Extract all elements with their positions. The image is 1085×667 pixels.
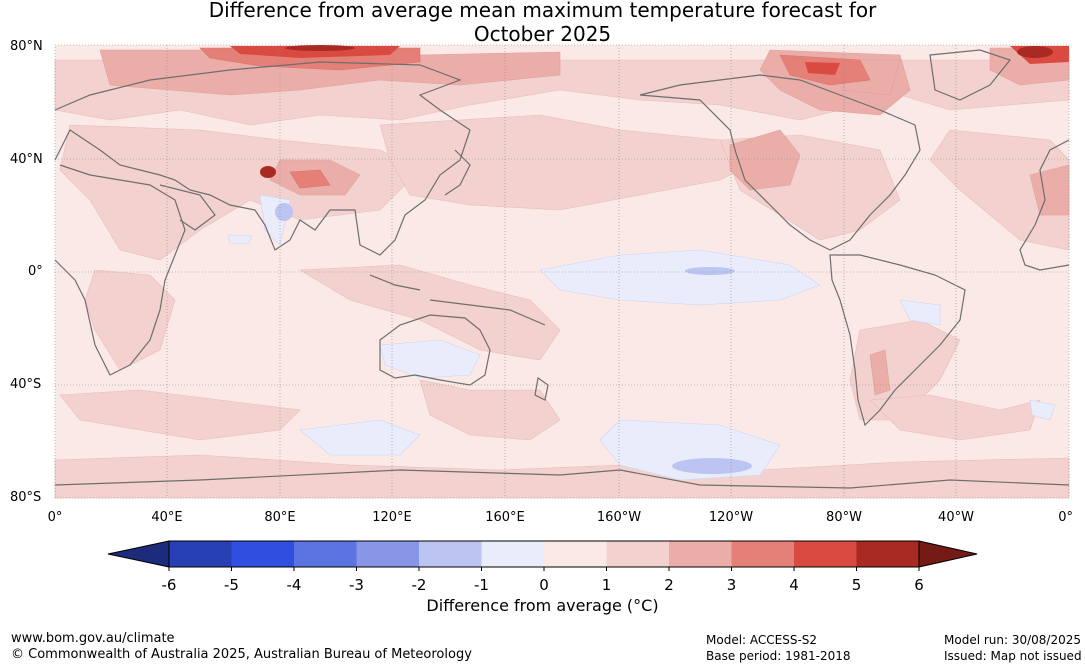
colorbar-title: Difference from average (°C) — [426, 596, 659, 615]
colorbar-bin — [419, 541, 482, 567]
anomaly-4-to-5 — [230, 46, 1069, 75]
colorbar-bin — [481, 541, 544, 567]
lon-label-40w: 40°W — [938, 510, 974, 525]
colorbar — [107, 540, 978, 571]
colorbar-tick-label: 0 — [539, 576, 549, 594]
colorbar-tick-label: 6 — [914, 576, 924, 594]
lon-label-0-right: 0° — [1058, 510, 1073, 525]
lat-label-equator: 0° — [28, 264, 43, 279]
colorbar-tick-label: -3 — [349, 576, 364, 594]
colorbar-tick-label: 2 — [664, 576, 674, 594]
colorbar-bin — [544, 541, 607, 567]
lon-label-40e: 40°E — [151, 510, 183, 525]
lon-label-80w: 80°W — [826, 510, 862, 525]
colorbar-bin — [856, 541, 919, 567]
colorbar-bin — [294, 541, 357, 567]
lon-label-120w: 120°W — [708, 510, 754, 525]
graticule — [55, 45, 1069, 498]
colorbar-bin — [231, 541, 294, 567]
lon-label-160w: 160°W — [596, 510, 642, 525]
colorbar-bin — [669, 541, 732, 567]
lat-label-40s: 40°S — [10, 377, 42, 392]
colorbar-tick-label: 5 — [851, 576, 862, 594]
title-line-2: October 2025 — [473, 22, 612, 46]
footer-website: www.bom.gov.au/climate — [11, 631, 175, 646]
lat-label-80s: 80°S — [10, 490, 42, 505]
lat-label-80n: 80°N — [10, 39, 43, 54]
map-title: Difference from average mean maximum tem… — [0, 0, 1085, 46]
footer-model-run: Model run: 30/08/2025 — [944, 633, 1082, 647]
colorbar-tick-label: -4 — [286, 576, 302, 594]
title-line-1: Difference from average mean maximum tem… — [208, 0, 877, 22]
colorbar-tick-label: -1 — [474, 576, 489, 594]
colorbar-tick-label: 4 — [789, 576, 799, 594]
colorbar-tick-label: 1 — [601, 576, 612, 594]
anomaly-1-to-2 — [54, 59, 1070, 499]
colorbar-tick-label: -2 — [411, 576, 427, 594]
lon-label-0-left: 0° — [47, 510, 63, 525]
anomaly-5-to-6 — [260, 45, 1053, 178]
lon-label-120e: 120°E — [372, 510, 412, 525]
lon-label-160e: 160°E — [485, 510, 525, 525]
colorbar-bin — [169, 541, 232, 567]
lat-label-40n: 40°N — [10, 152, 43, 167]
colorbar-bin — [356, 541, 419, 567]
anomaly-minus-2-to-minus-1 — [275, 203, 752, 474]
colorbar-tick-label: -6 — [161, 576, 177, 594]
colorbar-bin — [606, 541, 669, 567]
footer-base-period: Base period: 1981-2018 — [706, 649, 851, 663]
colorbar-low-arrow — [107, 540, 170, 568]
colorbar-bin — [731, 541, 794, 567]
map-frame — [54, 44, 1070, 499]
colorbar-tick-label: 3 — [726, 576, 737, 594]
footer-issued: Issued: Map not issued — [944, 649, 1082, 663]
colorbar-bin — [794, 541, 857, 567]
footer-model: Model: ACCESS-S2 — [706, 633, 818, 647]
colorbar-tick-label: -5 — [224, 576, 239, 594]
footer-copyright: © Commonwealth of Australia 2025, Austra… — [11, 647, 472, 662]
colorbar-high-arrow — [918, 540, 978, 568]
lon-label-80e: 80°E — [264, 510, 296, 525]
coastlines — [54, 49, 1070, 489]
